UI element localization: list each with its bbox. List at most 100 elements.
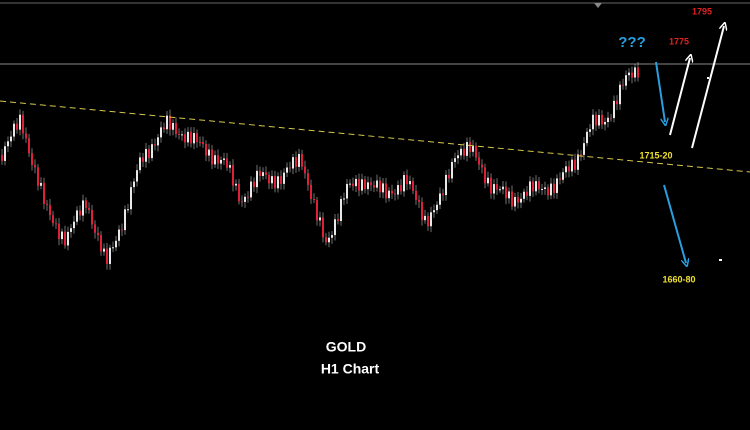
candle-body — [376, 180, 378, 188]
candle-body — [415, 190, 417, 200]
candle-body — [487, 177, 489, 184]
arrow-up — [691, 26, 724, 149]
candle-body — [607, 117, 609, 123]
candle-body — [394, 193, 396, 195]
candle-body — [10, 136, 12, 142]
candle-body — [364, 179, 366, 190]
candle-body — [442, 193, 444, 196]
candle-body — [580, 154, 582, 156]
trend-line — [0, 100, 750, 173]
candle-body — [94, 224, 96, 233]
arrow-down — [663, 184, 686, 263]
candle-body — [424, 215, 426, 221]
candle-body — [172, 122, 174, 130]
candle-body — [298, 154, 300, 167]
candle-body — [382, 183, 384, 193]
candle-body — [634, 67, 636, 78]
candle-body — [547, 187, 549, 196]
candle-body — [181, 134, 183, 136]
candle-body — [520, 198, 522, 203]
candle-body — [601, 115, 603, 125]
candle-body — [328, 237, 330, 243]
candle-body — [340, 199, 342, 222]
candle-body — [508, 191, 510, 199]
candle-body — [52, 215, 54, 224]
candle-body — [331, 235, 333, 238]
candle-body — [157, 137, 159, 146]
period-marker — [594, 3, 602, 8]
candle-body — [193, 133, 195, 144]
candle-body — [61, 231, 63, 240]
candle-body — [118, 229, 120, 241]
candle-body — [184, 134, 186, 143]
candle-body — [538, 181, 540, 190]
annotation: 1795 — [692, 6, 712, 16]
candle-body — [493, 184, 495, 194]
candle-body — [283, 172, 285, 184]
candle-body — [235, 183, 237, 186]
candle-body — [337, 219, 339, 222]
candle-body — [271, 176, 273, 184]
candle-body — [484, 167, 486, 184]
candle-body — [463, 148, 465, 156]
candle-body — [88, 207, 90, 210]
candle-body — [262, 172, 264, 177]
candle-body — [613, 100, 615, 119]
candle-body — [232, 165, 234, 186]
candle-body — [391, 190, 393, 194]
candle-body — [490, 177, 492, 194]
candle-body — [241, 201, 243, 203]
candle-body — [34, 165, 36, 168]
candle-body — [46, 203, 48, 205]
candle-body — [511, 191, 513, 207]
candle-body — [133, 181, 135, 188]
arrow-down — [655, 61, 665, 122]
candle-body — [604, 122, 606, 125]
candle-body — [592, 114, 594, 130]
candle-body — [523, 191, 525, 199]
candle-body — [352, 183, 354, 187]
candles — [1, 61, 639, 270]
candle-body — [244, 196, 246, 202]
candle-body — [562, 172, 564, 180]
candle-body — [574, 159, 576, 170]
candle-body — [631, 72, 633, 78]
candle-body — [223, 158, 225, 160]
arrow-up — [669, 58, 690, 136]
candle-body — [142, 157, 144, 162]
candle-body — [418, 199, 420, 203]
candle-body — [97, 232, 99, 236]
annotation: ??? — [618, 34, 646, 51]
candle-body — [610, 117, 612, 119]
candle-body — [532, 181, 534, 192]
candle-body — [274, 176, 276, 189]
candle-body — [196, 133, 198, 142]
candle-body — [409, 181, 411, 185]
candle-body — [472, 145, 474, 152]
candle-body — [103, 248, 105, 252]
candle-body — [550, 183, 552, 196]
candle-body — [25, 133, 27, 139]
candle-body — [481, 164, 483, 168]
candle-body — [433, 210, 435, 213]
candle-body — [238, 183, 240, 202]
candle-body — [100, 235, 102, 252]
candle-body — [175, 122, 177, 134]
candle-body — [112, 247, 114, 249]
candle-body — [109, 247, 111, 264]
candle-body — [427, 215, 429, 227]
candle-body — [136, 170, 138, 182]
candle-body — [616, 100, 618, 105]
candle-body — [295, 157, 297, 167]
candle-body — [343, 198, 345, 200]
candle-body — [556, 178, 558, 193]
candle-body — [445, 174, 447, 196]
candle-body — [586, 131, 588, 144]
candle-body — [13, 123, 15, 137]
candle-body — [91, 209, 93, 225]
candle-body — [259, 170, 261, 177]
candle-body — [454, 158, 456, 162]
candle-body — [7, 141, 9, 147]
candle-body — [292, 157, 294, 169]
candle-body — [19, 114, 21, 130]
